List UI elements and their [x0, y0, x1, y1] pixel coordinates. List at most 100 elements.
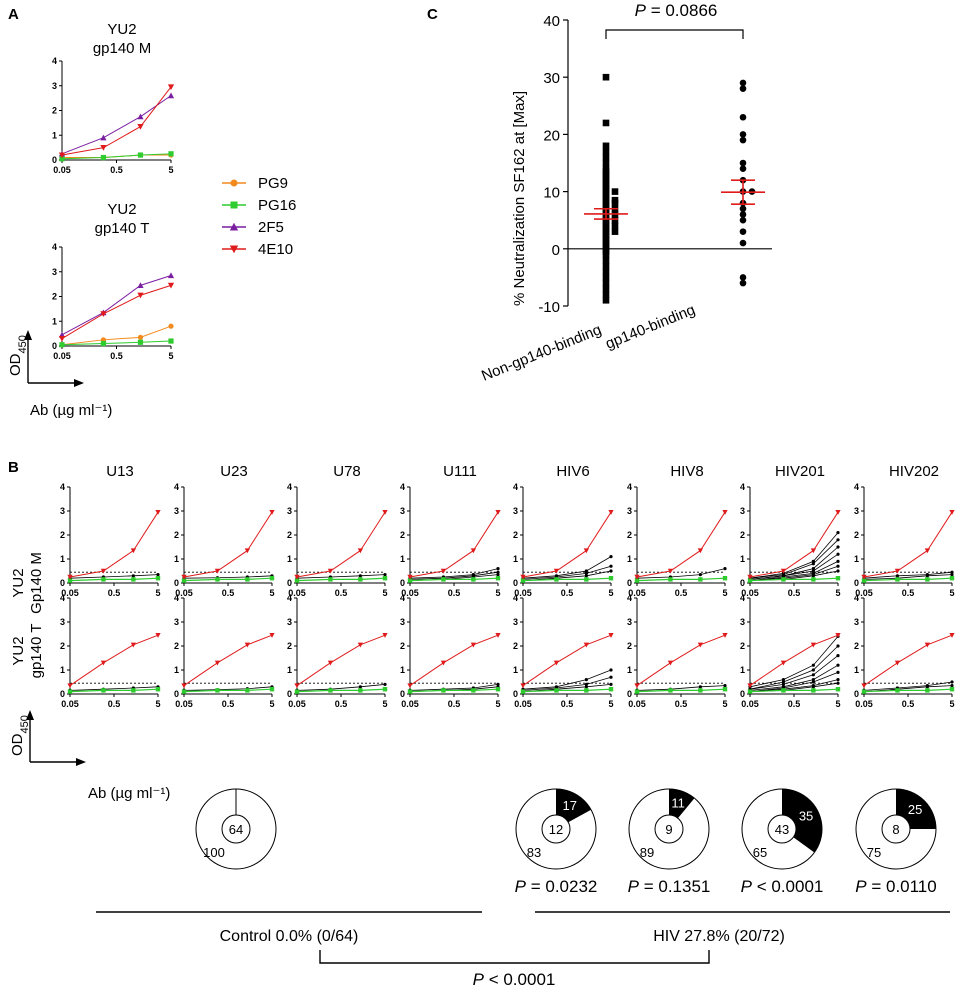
- series-pg16-point: [441, 577, 446, 582]
- subject-title: HIV6: [556, 463, 589, 480]
- pie-chart: 64 100: [195, 788, 277, 870]
- x-tick-label: 0.5: [110, 165, 123, 175]
- x-tick-label: 0.5: [448, 588, 461, 598]
- series-4e10-line: [61, 86, 172, 156]
- y-tick-label: 1: [854, 554, 859, 564]
- sample-line: [296, 574, 386, 579]
- x-tick-label: 0.5: [561, 588, 574, 598]
- y-tick-label: 2: [287, 641, 292, 651]
- x-tick-label: 0.05: [855, 588, 873, 598]
- x-tick-label: 5: [722, 588, 727, 598]
- series-4e10-point: [835, 633, 841, 638]
- panel-c-category-label-0: Non-gp140-binding: [479, 321, 604, 385]
- series-pg16-point: [722, 576, 728, 581]
- y-tick-label: 2: [174, 530, 179, 540]
- series-4e10-point: [294, 574, 300, 580]
- series-4e10-point: [294, 683, 300, 689]
- series-pg16-line: [863, 577, 953, 582]
- series-pg16-line: [522, 577, 612, 582]
- panel-label-a: A: [8, 6, 19, 23]
- sample-point: [811, 685, 815, 689]
- series-4e10-point: [553, 568, 560, 574]
- panel-c: % Neutralization SF162 at [Max] P = 0.08…: [479, 1, 772, 385]
- sample-point: [925, 685, 929, 689]
- sample-line: [749, 539, 839, 579]
- pie-center-count: 64: [229, 822, 243, 837]
- panel-c-y-tick-label: 40: [543, 13, 560, 30]
- series-4e10-point: [470, 548, 476, 554]
- y-tick-label: 4: [52, 242, 57, 252]
- series-pg16-point: [835, 687, 841, 692]
- series-pg16-point: [100, 340, 107, 347]
- series-pg16-point: [747, 578, 753, 583]
- series-pg16-point: [471, 577, 476, 582]
- series-pg16-point: [747, 689, 753, 694]
- panel-b-ylabel: OD450: [9, 715, 31, 756]
- series-4e10-point: [520, 574, 526, 580]
- x-tick-label: 0.5: [788, 699, 801, 709]
- panel-a: YU2 gp140 M 0 1 2 3 4 0.05 0.5 5 YU2 gp140 T 0 1…: [7, 21, 296, 419]
- series-2f5-point: [167, 272, 175, 279]
- series-pg16-point: [294, 578, 300, 583]
- series-pg16-point: [137, 339, 144, 345]
- series-pg16-point: [895, 577, 900, 582]
- y-tick-label: 0: [740, 689, 745, 699]
- y-tick-label: 3: [52, 267, 57, 277]
- series-4e10-point: [407, 574, 413, 580]
- y-tick-label: 0: [174, 578, 179, 588]
- sample-point: [584, 569, 588, 573]
- series-4e10-point: [155, 633, 161, 638]
- sample-line: [522, 556, 612, 579]
- series-pg16-point: [328, 577, 333, 582]
- y-tick-label: 0: [174, 689, 179, 699]
- series-4e10-point: [100, 311, 107, 317]
- sample-point: [836, 663, 840, 667]
- series-4e10-point: [100, 568, 107, 574]
- x-tick-label: 0.5: [222, 588, 235, 598]
- p-symbol: P: [855, 877, 867, 896]
- y-tick-label: 2: [740, 641, 745, 651]
- sample-point: [811, 680, 815, 684]
- panel-c-point: [602, 119, 610, 127]
- subject-title: HIV201: [775, 463, 825, 480]
- p-number: = 0.0110: [867, 877, 937, 896]
- y-tick-label: 2: [627, 530, 632, 540]
- x-tick-label: 0.05: [53, 351, 71, 361]
- y-tick-label: 1: [174, 665, 179, 675]
- y-tick-label: 1: [60, 665, 65, 675]
- p-symbol: P: [628, 877, 640, 896]
- x-tick-label: 0.5: [561, 699, 574, 709]
- legend-label-pg16: PG16: [258, 197, 296, 214]
- y-tick-label: 4: [740, 482, 745, 492]
- panel-c-point: [611, 216, 619, 224]
- sample-point: [950, 570, 954, 574]
- x-tick-label: 0.5: [448, 699, 461, 709]
- y-tick-label: 2: [513, 530, 518, 540]
- sample-line: [69, 686, 159, 691]
- pie-inner-circle: [881, 814, 911, 844]
- x-tick-label: 0.05: [741, 699, 759, 709]
- series-2f5-point: [167, 92, 175, 99]
- series-4e10-point: [167, 84, 175, 91]
- subject-title: U78: [333, 463, 361, 480]
- y-tick-label: 0: [52, 341, 57, 351]
- y-tick-label: 3: [627, 617, 632, 627]
- series-pg16-point: [608, 687, 614, 692]
- x-tick-label: 5: [382, 699, 387, 709]
- series-pg16-point: [131, 688, 136, 693]
- panel-c-point: [602, 296, 610, 304]
- x-tick-label: 5: [949, 588, 954, 598]
- legend-marker-2f5: [229, 222, 239, 231]
- y-tick-label: 4: [174, 482, 179, 492]
- panel-c-point: [739, 136, 747, 144]
- x-tick-label: 0.05: [741, 588, 759, 598]
- subject-plot: 0 1 2 3 4 0.05 0.5 5: [400, 593, 501, 709]
- subject-plot: 0 1 2 3 4 0.05 0.5 5: [627, 482, 728, 598]
- x-tick-label: 5: [722, 699, 727, 709]
- pie-center-count: 12: [549, 822, 563, 837]
- p-number: = 0.0232: [526, 877, 597, 896]
- panel-c-point: [739, 131, 747, 138]
- series-4e10-point: [634, 574, 640, 580]
- series-pg16-line: [409, 577, 499, 582]
